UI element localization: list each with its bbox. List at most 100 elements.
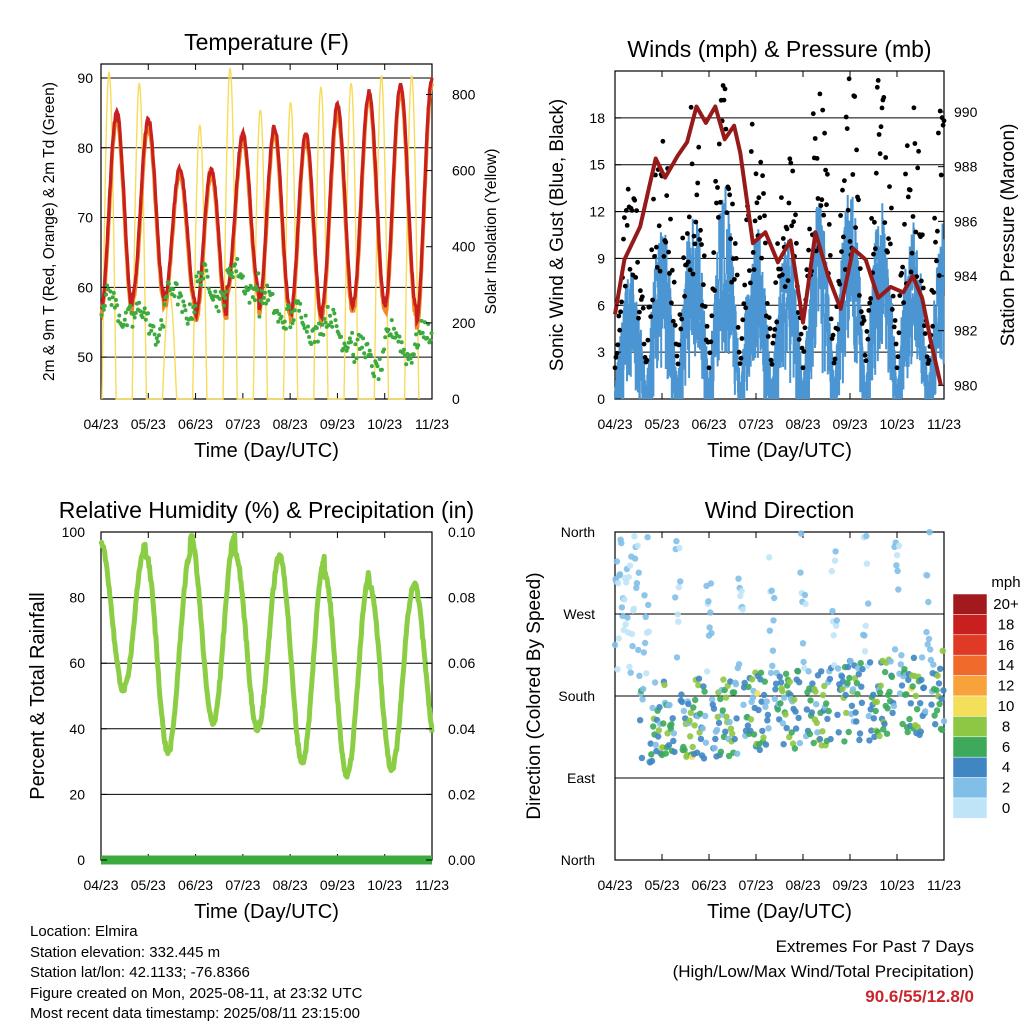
dewpoint-point: [198, 283, 203, 287]
direction-point: [687, 709, 694, 716]
legend-label-3: 14: [998, 657, 1015, 674]
direction-point: [673, 654, 681, 661]
dewpoint-point: [115, 303, 120, 308]
gust-point: [771, 333, 777, 339]
chart-title-2: Relative Humidity (%) & Precipitation (i…: [59, 497, 474, 523]
direction-point: [732, 681, 740, 688]
y-tick-label-1-6: 18: [589, 110, 605, 126]
gust-point: [826, 222, 832, 227]
y2-tick-label-1-3: 986: [954, 213, 978, 229]
direction-point: [772, 680, 780, 687]
dewpoint-point: [401, 347, 406, 352]
direction-point: [749, 676, 756, 683]
direction-point: [797, 569, 804, 576]
gust-point: [922, 331, 928, 336]
direction-point: [772, 686, 779, 693]
direction-point: [886, 688, 893, 695]
pressure-line: [613, 104, 943, 386]
y2-tick-label-2-1: 0.02: [448, 786, 475, 802]
dewpoint-point: [230, 275, 235, 280]
legend-label-7: 6: [1002, 739, 1010, 756]
direction-point: [675, 618, 682, 625]
direction-point: [762, 741, 770, 748]
dewpoint-point: [326, 323, 331, 328]
direction-point: [662, 750, 669, 757]
direction-point: [643, 670, 650, 677]
dewpoint-point: [104, 292, 108, 297]
panel-1: Winds (mph) & Pressure (mb) 04/23 05/23 06/…: [547, 36, 1019, 462]
direction-point: [861, 648, 869, 655]
direction-point: [771, 594, 778, 602]
dewpoint-point: [158, 327, 163, 331]
gust-point: [774, 319, 780, 325]
panel-0: Temperature (F) 04/23 05/23 06/23 07/23 08/23…: [41, 29, 500, 462]
plot-frame-0: [100, 63, 433, 400]
direction-point: [895, 586, 902, 593]
gust-point: [891, 324, 897, 330]
direction-point: [656, 704, 663, 711]
gust-point: [696, 144, 702, 150]
direction-point: [726, 718, 733, 726]
y-tick-label-2-4: 80: [69, 590, 85, 606]
direction-point: [830, 632, 837, 639]
direction-point: [710, 705, 718, 712]
dewpoint-point: [361, 336, 366, 341]
dewpoint-point: [368, 352, 373, 357]
gust-point: [800, 365, 806, 371]
direction-point: [904, 728, 911, 736]
direction-point: [859, 665, 866, 673]
dewpoint-point: [404, 362, 409, 367]
direction-series: [611, 529, 948, 766]
direction-point: [621, 596, 628, 603]
dewpoint-point: [180, 310, 185, 314]
gust-point: [899, 270, 905, 276]
gust-point: [877, 151, 883, 157]
direction-point: [706, 624, 713, 631]
dewpoint-point: [216, 309, 221, 314]
dewpoint-point: [362, 351, 367, 356]
dewpoint-point: [142, 306, 147, 311]
direction-point: [841, 738, 848, 745]
direction-point: [678, 691, 685, 698]
direction-point: [805, 668, 812, 675]
y-axis-label-0: 2m & 9m T (Red, Orange) & 2m Td (Green): [41, 82, 58, 381]
chart-title-1: Winds (mph) & Pressure (mb): [627, 36, 931, 62]
direction-point: [697, 710, 704, 717]
y2-axis-label-0: Solar Insolation (Yellow): [483, 149, 500, 315]
gust-point: [930, 323, 936, 329]
dewpoint-point: [301, 322, 306, 327]
direction-point: [792, 725, 800, 732]
dewpoint-point: [266, 298, 271, 303]
gust-point: [935, 228, 940, 234]
dewpoint-point: [240, 274, 245, 279]
gust-point: [869, 216, 874, 221]
direction-point: [895, 542, 903, 549]
direction-point: [756, 746, 763, 754]
gust-point: [632, 197, 638, 203]
direction-point: [829, 607, 836, 615]
direction-point: [813, 701, 820, 708]
gust-point: [886, 236, 891, 242]
y-tick-label-1-4: 12: [589, 204, 605, 220]
direction-point: [812, 688, 819, 695]
gust-point: [706, 365, 712, 371]
dewpoint-point: [365, 341, 370, 346]
dewpoint-point: [265, 283, 270, 288]
dewpoint-point: [314, 326, 319, 330]
direction-point: [807, 697, 814, 704]
dewpoint-point: [317, 321, 321, 326]
y-tick-label-1-2: 6: [597, 297, 605, 313]
gust-point: [940, 122, 946, 128]
dewpoint-point: [383, 335, 388, 340]
direction-point: [622, 621, 629, 628]
direction-point: [889, 709, 896, 717]
gust-point: [723, 126, 729, 132]
gust-point: [633, 275, 639, 280]
direction-point: [856, 736, 863, 744]
direction-point: [636, 672, 643, 679]
dewpoint-point: [137, 300, 142, 305]
direction-point: [883, 730, 891, 737]
gust-point: [701, 282, 706, 288]
direction-point: [750, 731, 758, 738]
dewpoint-point: [194, 274, 199, 279]
